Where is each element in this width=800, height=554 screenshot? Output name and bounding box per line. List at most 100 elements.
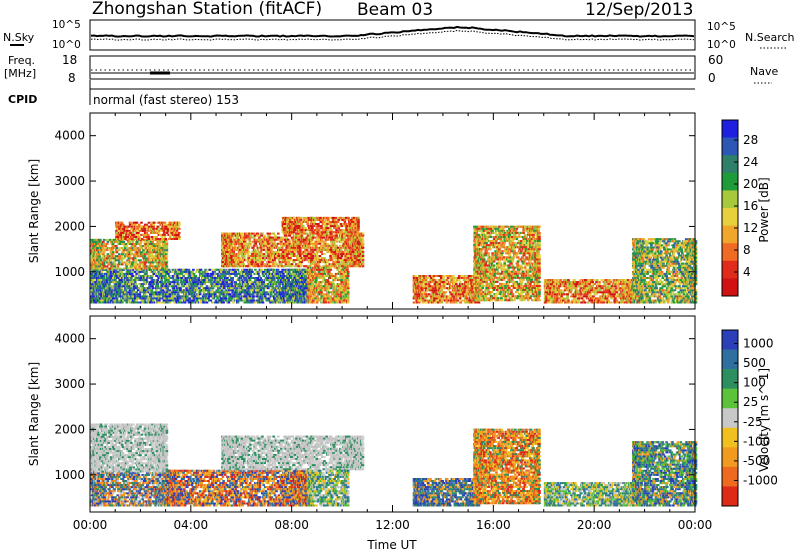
echo-cell	[267, 248, 270, 251]
echo-cell	[146, 277, 149, 279]
echo-cell	[279, 253, 282, 255]
echo-cell	[254, 301, 257, 304]
echo-cell	[183, 301, 187, 304]
echo-cell	[121, 279, 124, 282]
echo-cell	[160, 272, 163, 275]
echo-cell	[131, 279, 135, 282]
echo-cell	[131, 299, 135, 302]
echo-cell	[101, 299, 104, 302]
echo-cell	[105, 279, 109, 282]
echo-cell	[111, 253, 115, 256]
echo-cell	[299, 242, 303, 245]
echo-cell	[165, 267, 169, 270]
echo-cell	[114, 283, 117, 286]
echo-cell	[124, 291, 127, 294]
echo-cell	[155, 268, 159, 271]
echo-cell	[124, 283, 127, 286]
echo-cell	[130, 251, 133, 254]
echo-cell	[137, 231, 140, 234]
echo-cell	[155, 251, 159, 254]
echo-cell	[213, 275, 216, 277]
echo-cell	[102, 257, 105, 260]
echo-cell	[186, 281, 189, 284]
echo-cell	[267, 283, 270, 286]
freq-tick-low: 8	[68, 71, 76, 85]
echo-cell	[151, 285, 154, 288]
echo-cell	[133, 283, 136, 286]
echo-cell	[164, 253, 168, 256]
echo-cell	[150, 238, 153, 240]
echo-cell	[152, 225, 155, 228]
echo-cell	[140, 221, 143, 224]
echo-cell	[129, 287, 132, 290]
echo-cell	[247, 250, 251, 253]
echo-cell	[149, 281, 153, 284]
echo-cell	[236, 287, 239, 290]
echo-cell	[279, 281, 283, 284]
echo-cell	[133, 301, 137, 304]
echo-cell	[142, 251, 146, 254]
echo-cell	[109, 261, 113, 264]
echo-cell	[277, 259, 281, 262]
echo-cell	[215, 285, 219, 288]
echo-cell	[243, 257, 246, 260]
echo-cell	[168, 293, 172, 296]
echo-cell	[273, 277, 276, 279]
echo-cell	[161, 293, 165, 296]
echo-cell	[126, 297, 129, 300]
echo-cell	[99, 259, 103, 262]
echo-cell	[120, 287, 123, 290]
echo-cell	[203, 301, 206, 304]
echo-cell	[100, 251, 104, 254]
echo-cell	[185, 287, 188, 290]
echo-cell	[243, 253, 247, 255]
echo-cell	[292, 253, 296, 255]
echo-cell	[270, 261, 273, 264]
echo-cell	[274, 234, 277, 237]
echo-cell	[124, 272, 128, 275]
echo-cell	[197, 295, 200, 298]
echo-cell	[160, 236, 164, 238]
echo-cell	[220, 277, 224, 279]
echo-cell	[105, 243, 109, 245]
echo-cell	[211, 301, 214, 304]
echo-cell	[125, 233, 128, 236]
echo-cell	[300, 261, 304, 264]
echo-cell	[239, 285, 242, 288]
echo-cell	[267, 238, 270, 241]
echo-cell	[289, 275, 293, 277]
echo-cell	[102, 240, 105, 243]
echo-cell	[183, 297, 186, 300]
echo-cell	[282, 250, 285, 253]
echo-cell	[102, 251, 106, 254]
echo-cell	[124, 299, 127, 302]
date-title: 12/Sep/2013	[585, 0, 693, 20]
echo-cell	[224, 283, 228, 286]
echo-cell	[197, 283, 200, 286]
echo-cell	[136, 289, 140, 292]
echo-cell	[98, 279, 101, 282]
echo-cell	[208, 279, 211, 282]
echo-cell	[121, 255, 124, 258]
echo-cell	[140, 299, 144, 302]
echo-cell	[267, 244, 270, 247]
echo-cell	[173, 297, 177, 300]
echo-cell	[238, 289, 241, 292]
echo-cell	[270, 248, 273, 251]
echo-cell	[151, 297, 154, 300]
echo-cell	[149, 245, 152, 247]
echo-cell	[262, 246, 266, 249]
echo-cell	[149, 291, 152, 294]
echo-cell	[134, 261, 138, 264]
echo-cell	[236, 291, 239, 294]
echo-cell	[138, 267, 141, 270]
echo-cell	[118, 299, 121, 302]
echo-cell	[203, 279, 206, 282]
echo-cell	[229, 238, 232, 241]
echo-cell	[160, 301, 163, 304]
echo-cell	[268, 263, 271, 266]
echo-cell	[270, 275, 273, 277]
echo-cell	[167, 272, 170, 275]
echo-cell	[143, 287, 147, 290]
echo-cell	[114, 275, 117, 277]
